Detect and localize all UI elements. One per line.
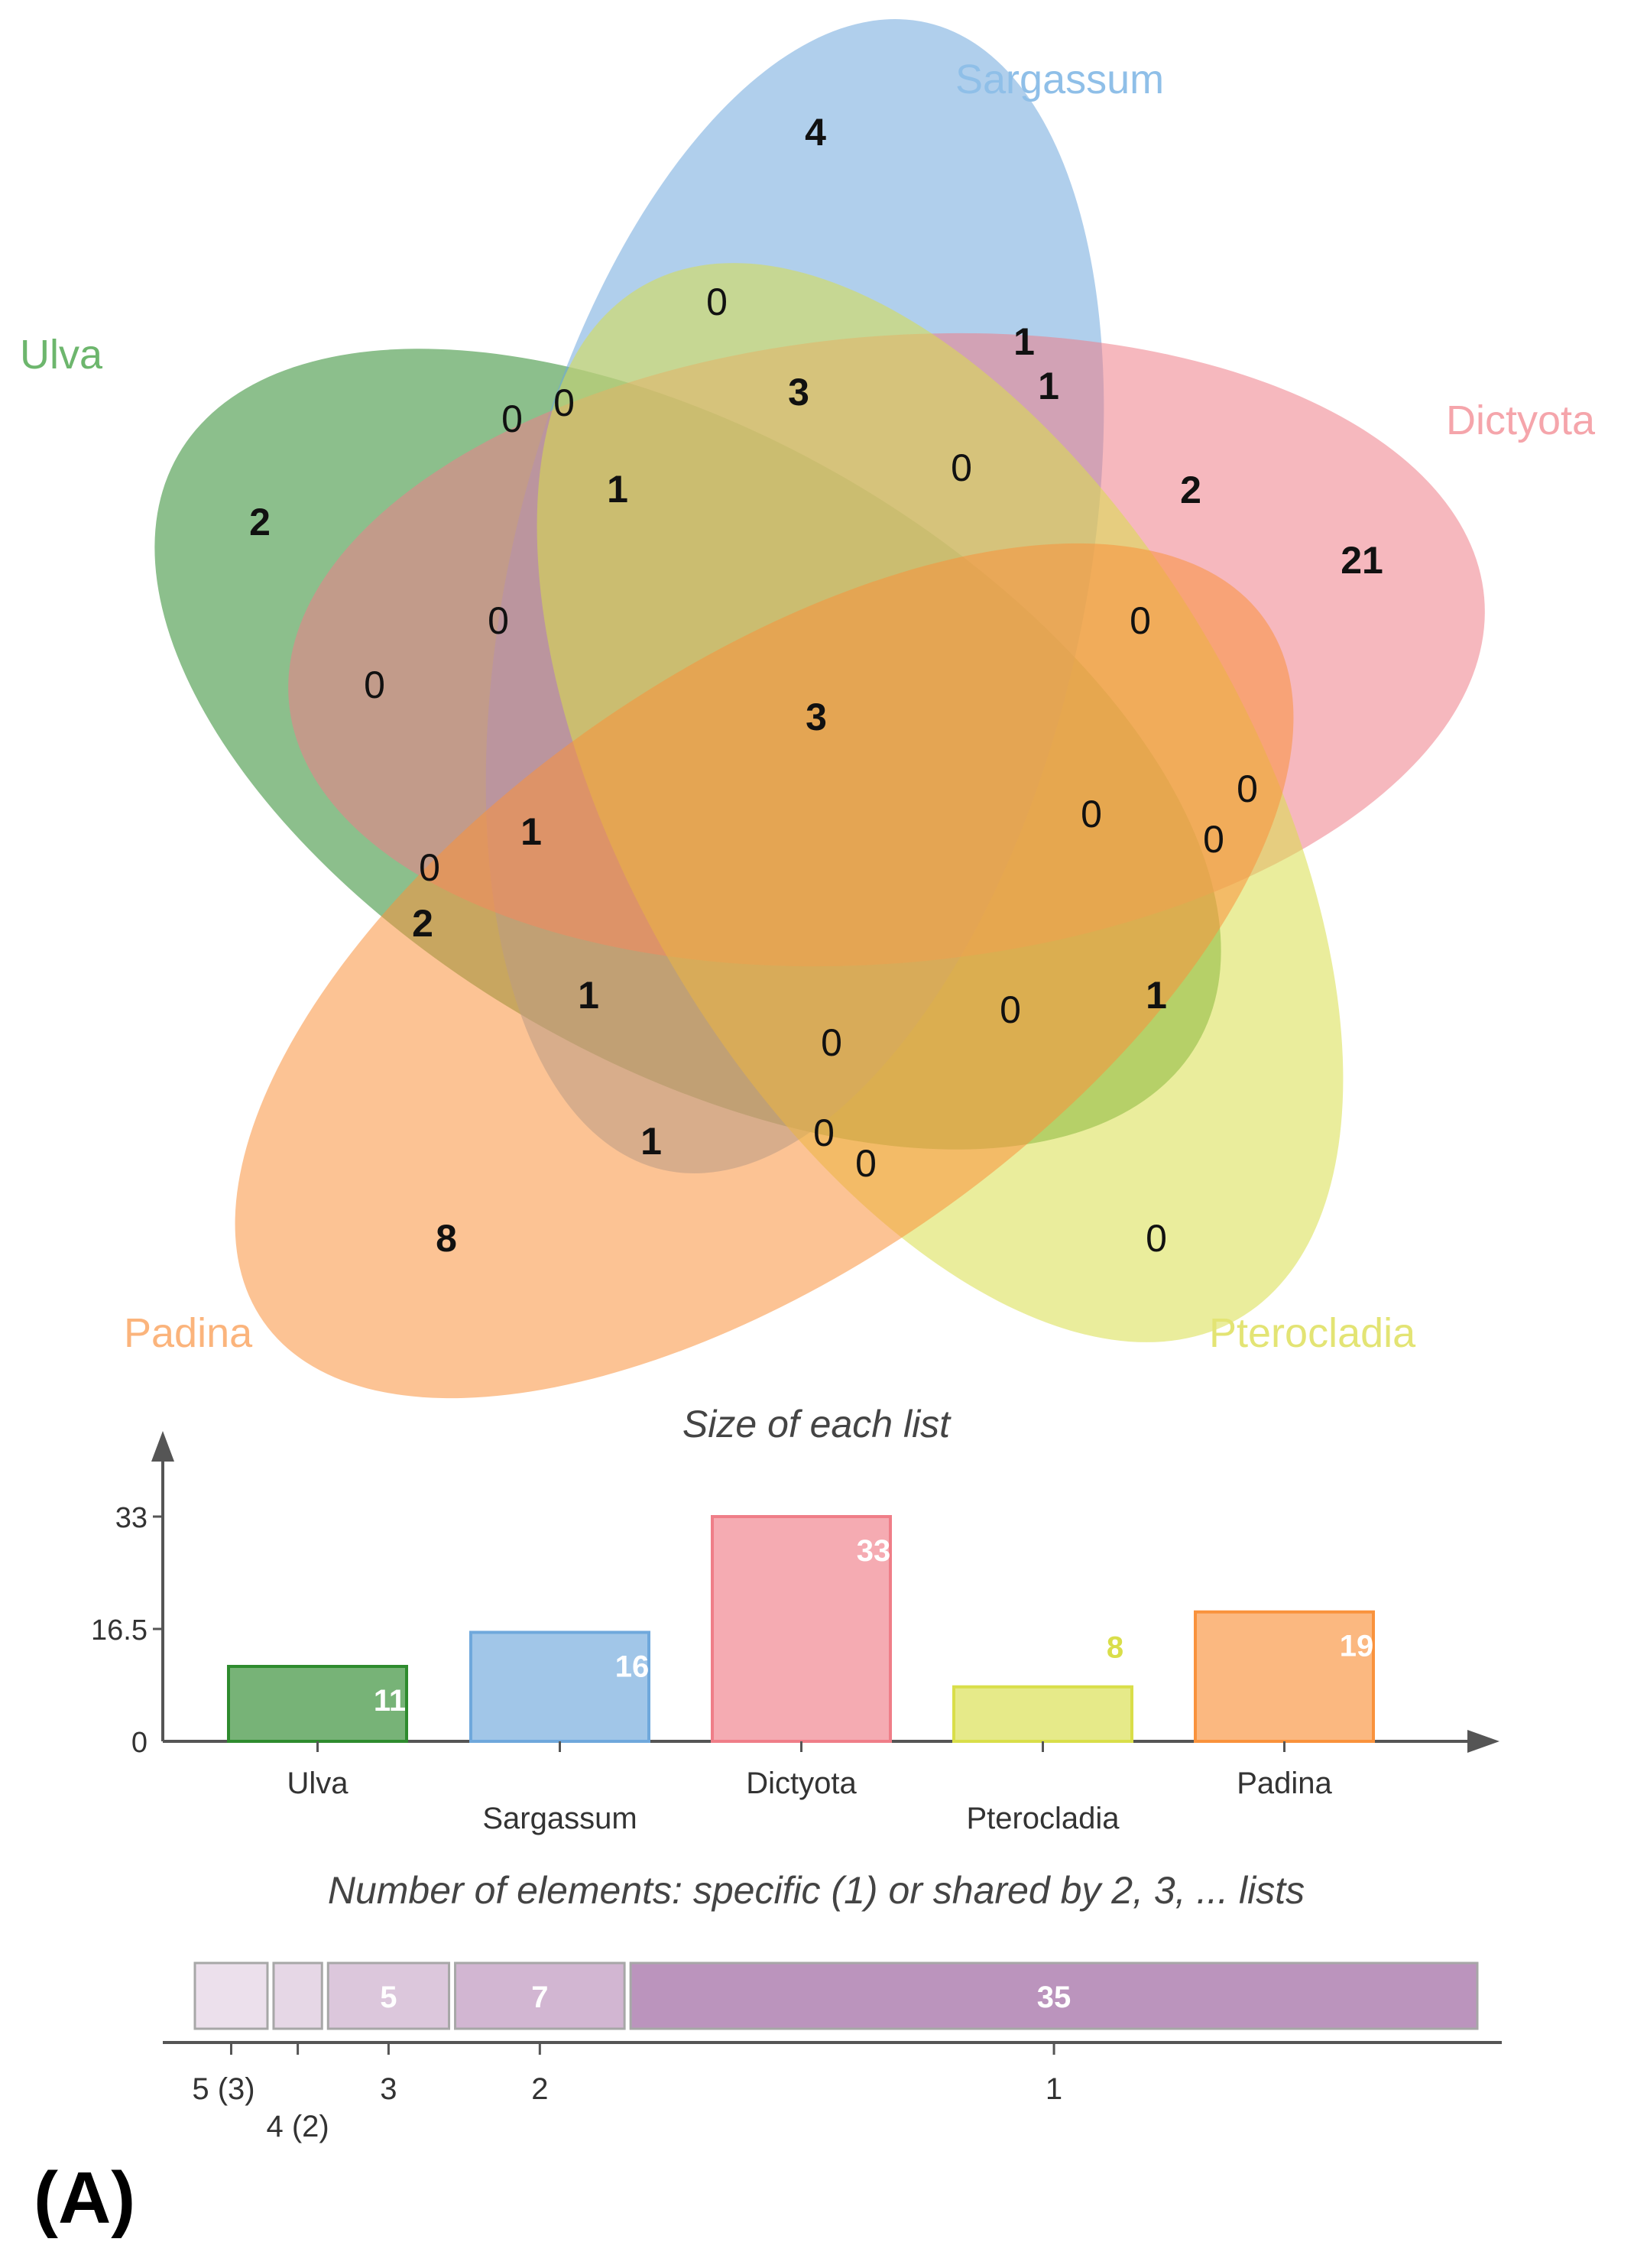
set-label-padina: Padina: [124, 1310, 253, 1356]
venn-region-count: 1: [607, 468, 628, 511]
venn-region-count: 0: [553, 381, 575, 424]
bar-dictyota: [711, 1515, 892, 1743]
venn-region-count: 1: [1013, 320, 1035, 363]
venn-region-count: 0: [1130, 599, 1151, 642]
set-label-dictyota: Dictyota: [1446, 397, 1596, 443]
bar-ytick-1: 16.5: [91, 1614, 148, 1647]
set-label-sargassum: Sargassum: [955, 57, 1164, 102]
bar-ulva: [227, 1665, 408, 1743]
venn-region-count: 0: [813, 1111, 835, 1154]
venn-diagram: [154, 19, 1485, 1399]
shared-tick-label: 2: [531, 2072, 548, 2106]
venn-region-count: 1: [640, 1120, 662, 1163]
bar-chart: 0 16.5 33 11 Ulva 16 Sargassum 33 Dictyota 8 Pt…: [91, 1431, 1499, 1835]
venn-region-count: 1: [520, 810, 542, 853]
venn-region-count: 3: [788, 371, 809, 414]
venn-region-count: 8: [436, 1217, 457, 1260]
bar-ytick-0: 0: [131, 1727, 148, 1759]
venn-set-padina: [235, 543, 1294, 1399]
venn-region-count: 0: [1146, 1217, 1167, 1260]
shared-tick-label: 3: [380, 2072, 397, 2106]
venn-region-count: 0: [855, 1142, 877, 1185]
bar-category-label: Sargassum: [482, 1802, 637, 1835]
venn-region-count: 2: [249, 501, 271, 543]
shared-segment-3: [326, 1961, 451, 2030]
shared-segment-1: [193, 1961, 269, 2030]
venn-region-count: 0: [364, 664, 385, 706]
shared-segment-value: 7: [531, 1981, 548, 2014]
shared-segments: 5 (3) 4 (2) 5 3 7 2 35 1: [192, 1961, 1479, 2143]
venn-region-count: 3: [806, 696, 827, 738]
venn-region-count: 0: [1203, 818, 1224, 861]
venn-region-count: 0: [951, 446, 972, 489]
bar-value-label: 33: [857, 1534, 891, 1568]
venn-region-count: 21: [1341, 539, 1383, 582]
set-label-ulva: Ulva: [20, 332, 103, 378]
bar-padina: [1194, 1610, 1375, 1744]
venn-region-count: 0: [706, 281, 728, 323]
shared-tick-label: 1: [1046, 2072, 1062, 2106]
venn-region-count: 2: [412, 902, 433, 945]
venn-region-count: 0: [1000, 988, 1021, 1031]
venn-region-count: 0: [1081, 793, 1102, 835]
venn-region-count: 1: [1038, 365, 1059, 407]
bar-pterocladia: [952, 1685, 1133, 1744]
bar-chart-title: Size of each list: [682, 1403, 952, 1445]
venn-region-count: 2: [1180, 469, 1201, 511]
bar-value-label: 16: [615, 1650, 650, 1683]
venn-region-count: 1: [578, 974, 599, 1017]
venn-region-count: 4: [805, 111, 826, 154]
shared-segment-2: [272, 1961, 323, 2030]
venn-region-count: 0: [821, 1021, 842, 1064]
venn-region-count: 1: [1146, 974, 1167, 1017]
bar-sargassum: [469, 1630, 650, 1744]
venn-region-count: 0: [419, 846, 440, 889]
shared-chart-title: Number of elements: specific (1) or shar…: [328, 1869, 1305, 1912]
shared-tick-label: 5 (3): [192, 2072, 255, 2106]
bar-category-label: Ulva: [287, 1767, 349, 1800]
bar-value-label: 8: [1107, 1631, 1123, 1665]
shared-tick-label: 4 (2): [266, 2110, 329, 2143]
venn-region-count: 0: [488, 599, 509, 642]
shared-segment-value: 5: [380, 1981, 397, 2014]
bar-category-label: Pterocladia: [966, 1802, 1120, 1835]
bar-x-axis-arrow: [1467, 1730, 1499, 1753]
set-label-pteroclad: Pterocladia: [1209, 1310, 1416, 1356]
bar-y-axis-arrow: [151, 1431, 174, 1462]
shared-segment-5: [629, 1961, 1479, 2030]
shared-elements-chart: 5 (3) 4 (2) 5 3 7 2 35 1: [163, 1961, 1502, 2143]
shared-segment-4: [454, 1961, 626, 2030]
bar-category-label: Dictyota: [746, 1767, 857, 1800]
shared-segment-value: 35: [1037, 1981, 1072, 2014]
figure-label: (A): [34, 2157, 135, 2239]
venn-region-count: 0: [1237, 767, 1258, 810]
bar-series: 11 Ulva 16 Sargassum 33 Dictyota 8 Pterocladia 1…: [227, 1515, 1375, 1835]
venn-region-count: 0: [501, 397, 523, 440]
bar-ytick-2: 33: [115, 1502, 148, 1534]
bar-value-label: 11: [374, 1684, 406, 1718]
bar-value-label: 19: [1340, 1630, 1374, 1663]
bar-category-label: Padina: [1237, 1767, 1332, 1800]
